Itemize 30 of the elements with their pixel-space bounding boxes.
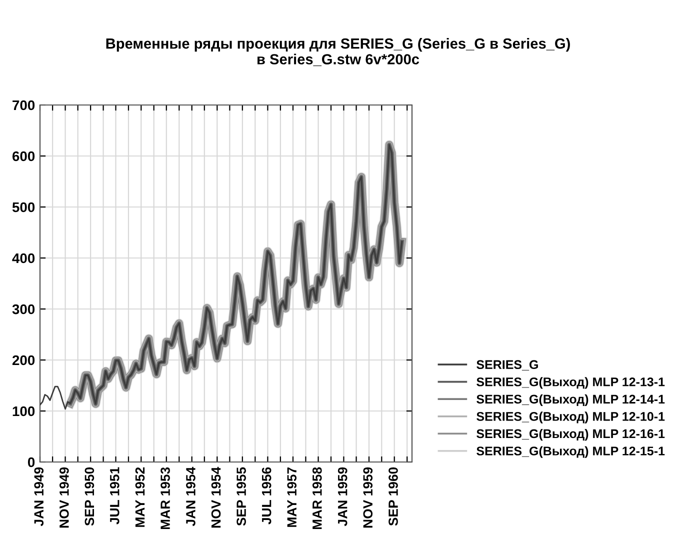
y-tick-label: 700 [12,100,35,110]
x-tick-label: SEP 1960 [388,467,398,526]
x-tick-label: NOV 1959 [363,467,373,528]
x-tick-label: JAN 1949 [34,467,44,526]
y-tick-label: 500 [12,202,35,212]
y-tick-label: 300 [12,304,35,314]
x-tick-label: JAN 1959 [338,467,348,526]
x-tick-label: MAR 1958 [312,467,322,530]
x-tick-label: SEP 1950 [84,467,94,526]
x-tick-label: NOV 1949 [59,467,69,528]
legend-label: SERIES_G(Выход) MLP 12-10-1 [476,412,665,424]
legend-label: SERIES_G [476,360,538,370]
x-tick-label: MAR 1953 [160,467,170,530]
y-tick-label: 100 [12,406,35,416]
legend-label: SERIES_G(Выход) MLP 12-14-1 [476,394,665,406]
y-tick-label: 200 [12,355,35,366]
x-tick-label: MAY 1952 [135,467,145,527]
y-tick-label: 600 [12,151,35,162]
x-tick-label: JUL 1951 [110,467,120,524]
x-tick-label: SEP 1955 [236,467,246,526]
x-tick-label: JUL 1956 [262,467,272,524]
legend-label: SERIES_G(Выход) MLP 12-16-1 [476,428,665,441]
x-tick-label: JAN 1954 [186,466,196,526]
y-tick-label: 400 [12,253,35,264]
chart-title: Временные ряды проекция для SERIES_G (Series_G в Series_G) в Series_G.stw 6v*200c [106,38,570,66]
x-tick-label: MAY 1957 [287,467,297,527]
y-tick-label: 0 [28,457,35,468]
legend-label: SERIES_G(Выход) MLP 12-13-1 [476,377,665,389]
legend-label: SERIES_G(Выход) MLP 12-15-1 [476,446,665,458]
x-tick-label: NOV 1954 [211,466,221,528]
